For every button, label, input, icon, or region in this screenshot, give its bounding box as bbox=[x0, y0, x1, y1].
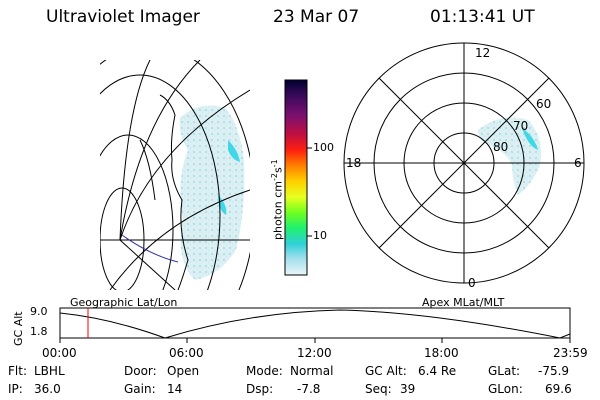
timeline-tick-0: 00:00 bbox=[42, 346, 77, 360]
polar-lat-70: 70 bbox=[513, 119, 529, 133]
glon-label: GLon: bbox=[488, 382, 523, 396]
polar-mlt-18: 18 bbox=[346, 156, 362, 170]
glon-value: 69.6 bbox=[545, 382, 572, 396]
polar-lat-80: 80 bbox=[493, 140, 509, 154]
geo-grid bbox=[100, 60, 250, 290]
polar-lat-60: 60 bbox=[536, 97, 552, 111]
timeline-axis-label: GC Alt bbox=[12, 311, 25, 346]
polar-aurora-bright bbox=[522, 128, 538, 150]
colorbar-scale bbox=[284, 79, 308, 276]
polar-map-label: Apex MLat/MLT bbox=[422, 296, 505, 309]
polar-mlt-12: 12 bbox=[475, 46, 491, 60]
mode-label: Mode: bbox=[246, 364, 283, 378]
gain-label: Gain: bbox=[124, 382, 156, 396]
ip-value: 36.0 bbox=[34, 382, 61, 396]
timeline-tick-1: 06:00 bbox=[169, 346, 204, 360]
gcalt-value: 6.4 Re bbox=[418, 364, 457, 378]
geo-map-label: Geographic Lat/Lon bbox=[70, 296, 178, 309]
dsp-label: Dsp: bbox=[246, 382, 274, 396]
colorbar-tick-10: 10 bbox=[313, 229, 327, 242]
timeline-ymax: 9.0 bbox=[30, 305, 48, 318]
door-label: Door: bbox=[124, 364, 157, 378]
mode-value: Normal bbox=[290, 364, 334, 378]
timeline-tick-4: 23:59 bbox=[553, 346, 588, 360]
seq-label: Seq: bbox=[365, 382, 392, 396]
altitude-curve bbox=[59, 309, 571, 339]
timeline-tick-2: 12:00 bbox=[297, 346, 332, 360]
gain-value: 14 bbox=[167, 382, 183, 396]
dsp-value: -7.8 bbox=[297, 382, 321, 396]
colorbar-tick-100: 100 bbox=[313, 141, 334, 154]
polar-grid bbox=[343, 42, 585, 284]
date-label: 23 Mar 07 bbox=[273, 7, 360, 27]
glat-label: GLat: bbox=[488, 364, 521, 378]
glat-value: -75.9 bbox=[538, 364, 570, 378]
seq-value: 39 bbox=[400, 382, 416, 396]
polar-mlt-0: 0 bbox=[468, 276, 476, 290]
ip-label: IP: bbox=[8, 382, 23, 396]
instrument-title: Ultraviolet Imager bbox=[46, 7, 200, 27]
timeline-tick-3: 18:00 bbox=[424, 346, 459, 360]
geo-aurora-bright bbox=[218, 140, 240, 215]
timeline-ticks bbox=[59, 338, 571, 343]
geo-track-line bbox=[121, 234, 179, 263]
flt-value: LBHL bbox=[34, 364, 65, 378]
polar-aurora-region bbox=[478, 117, 542, 195]
time-label: 01:13:41 UT bbox=[430, 7, 535, 27]
polar-mlt-6: 6 bbox=[574, 156, 582, 170]
door-value: Open bbox=[167, 364, 200, 378]
gcalt-label: GC Alt: bbox=[365, 364, 407, 378]
timeline-frame bbox=[59, 307, 571, 339]
flt-label: Flt: bbox=[8, 364, 27, 378]
timeline-ymin: 1.8 bbox=[30, 325, 48, 338]
